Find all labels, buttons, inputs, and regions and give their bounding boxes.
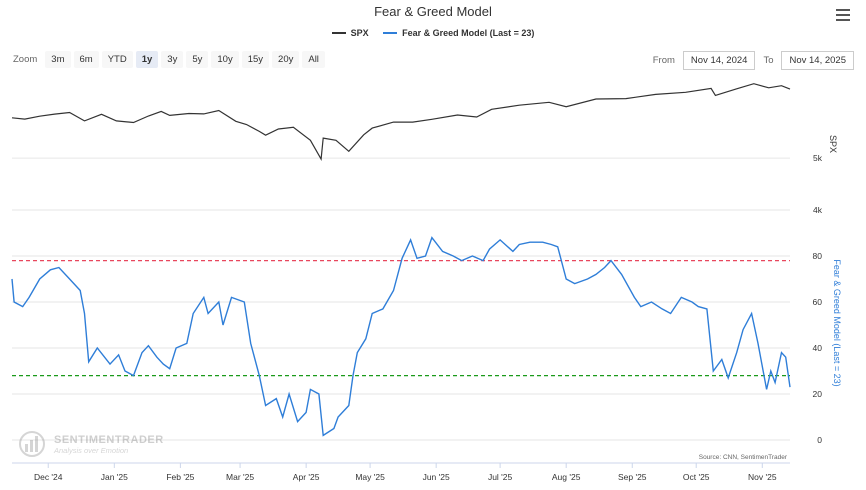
x-tick-label: Dec '24 xyxy=(34,472,63,482)
fear-greed-y-tick-label: 80 xyxy=(813,251,823,261)
hamburger-menu-icon[interactable] xyxy=(836,9,850,21)
zoom-button-1y[interactable]: 1y xyxy=(135,51,159,68)
x-tick-label: Oct '25 xyxy=(683,472,710,482)
source-credit: Source: CNN, SentimenTrader xyxy=(699,454,788,461)
x-tick-label: Jan '25 xyxy=(101,472,128,482)
zoom-button-20y[interactable]: 20y xyxy=(272,51,300,68)
spx-y-tick-label: 5k xyxy=(813,153,823,163)
x-axis-ticks: Dec '24 Jan '25 Feb '25 Mar '25 Apr '25 May '… xyxy=(34,463,777,482)
zoom-button-6m[interactable]: 6m xyxy=(73,51,99,68)
legend-label-fear-greed: Fear & Greed Model (Last = 23) xyxy=(402,28,535,38)
legend-swatch-spx xyxy=(331,32,346,34)
legend-item-spx[interactable]: SPX xyxy=(331,28,369,38)
zoom-button-3m[interactable]: 3m xyxy=(45,51,71,68)
zoom-bar: Zoom 3m 6m YTD 1y 3y 5y 10y 15y 20y All xyxy=(13,51,328,68)
sentimentrader-logo-icon xyxy=(19,431,45,457)
spx-series-line[interactable] xyxy=(11,83,791,162)
zoom-button-ytd[interactable]: YTD xyxy=(101,51,133,68)
fear-greed-series-line[interactable] xyxy=(11,236,791,437)
watermark-name: SENTIMENTRADER xyxy=(54,433,164,446)
legend-item-fear-greed[interactable]: Fear & Greed Model (Last = 23) xyxy=(383,28,534,38)
fear-greed-y-tick-label: 20 xyxy=(813,389,823,399)
x-tick-label: Apr '25 xyxy=(293,472,320,482)
spx-y-tick-label: 4k xyxy=(813,205,823,215)
x-tick-label: Jul '25 xyxy=(488,472,513,482)
legend: SPX Fear & Greed Model (Last = 23) xyxy=(0,26,866,38)
chart-title: Fear & Greed Model xyxy=(374,4,492,19)
to-label: To xyxy=(763,55,774,66)
grid-lines xyxy=(12,157,790,441)
legend-swatch-fear-greed xyxy=(383,32,398,34)
fear-greed-y-axis-title: Fear & Greed Model (Last = 23) xyxy=(832,259,842,386)
x-tick-label: Nov '25 xyxy=(748,472,777,482)
fear-greed-y-tick-label: 40 xyxy=(813,343,823,353)
x-tick-label: Mar '25 xyxy=(226,472,254,482)
zoom-button-10y[interactable]: 10y xyxy=(211,51,239,68)
x-tick-label: Feb '25 xyxy=(166,472,194,482)
watermark-tagline: Analysis over Emotion xyxy=(54,445,129,455)
x-tick-label: May '25 xyxy=(355,472,385,482)
spx-y-axis-ticks: 5k 4k xyxy=(813,153,823,215)
zoom-button-15y[interactable]: 15y xyxy=(241,51,270,68)
to-date-input[interactable]: Nov 14, 2025 xyxy=(781,51,854,70)
zoom-button-all[interactable]: All xyxy=(302,51,325,68)
zoom-label: Zoom xyxy=(13,54,38,65)
fear-greed-y-tick-label: 0 xyxy=(817,435,822,445)
zoom-button-5y[interactable]: 5y xyxy=(186,51,209,68)
fear-greed-y-axis-ticks: 0 20 40 60 80 xyxy=(813,251,823,445)
reference-lines xyxy=(12,260,790,377)
date-range: From Nov 14, 2024 To Nov 14, 2025 xyxy=(653,51,854,70)
fear-greed-y-tick-label: 60 xyxy=(813,297,823,307)
zoom-button-3y[interactable]: 3y xyxy=(161,51,184,68)
x-tick-label: Sep '25 xyxy=(618,472,647,482)
from-date-input[interactable]: Nov 14, 2024 xyxy=(682,51,756,70)
x-tick-label: Aug '25 xyxy=(552,472,581,482)
x-tick-label: Jun '25 xyxy=(423,472,450,482)
from-label: From xyxy=(652,55,675,66)
sentimentrader-watermark: SENTIMENTRADER Analysis over Emotion xyxy=(16,430,164,458)
legend-label-spx: SPX xyxy=(350,28,369,38)
spx-y-axis-title: SPX xyxy=(828,135,838,153)
